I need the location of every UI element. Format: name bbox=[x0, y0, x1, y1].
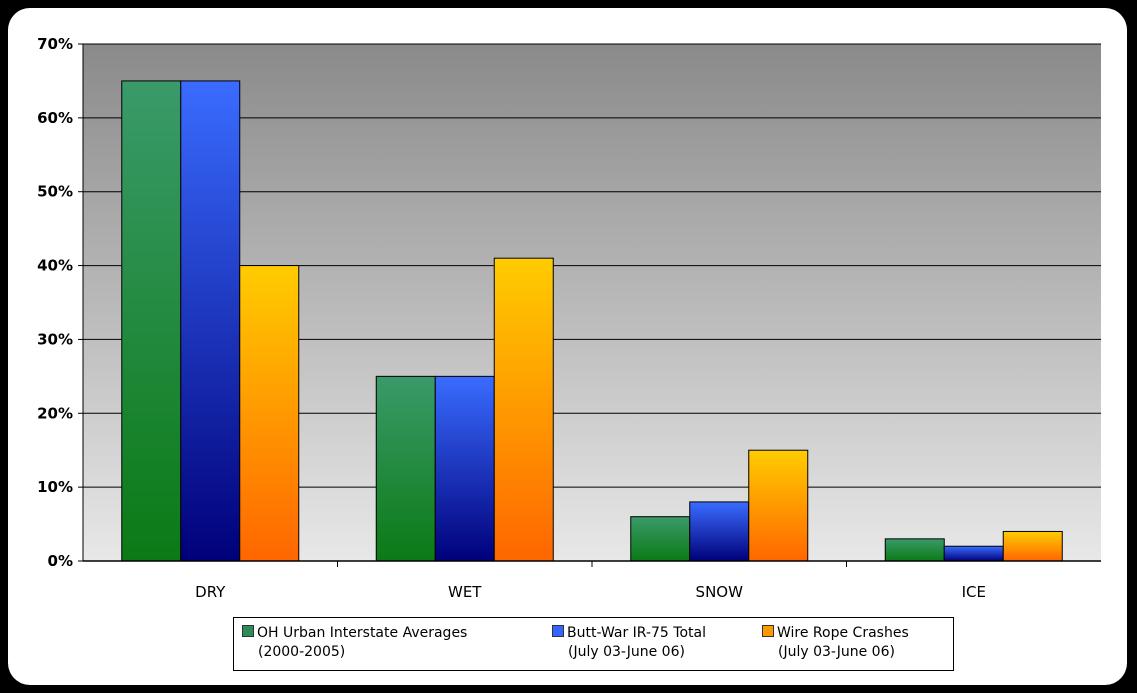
bar-wet-series-3 bbox=[493, 257, 554, 562]
y-tick-label: 40% bbox=[37, 257, 73, 275]
legend-sublabel: (July 03-June 06) bbox=[778, 644, 895, 660]
x-category-label: SNOW bbox=[696, 583, 744, 601]
y-tick-label: 70% bbox=[37, 35, 73, 53]
bars bbox=[121, 80, 1063, 562]
bar-dry-series-1 bbox=[121, 80, 182, 562]
bar-snow-series-2 bbox=[689, 501, 750, 562]
y-tick-labels: 0% 10% 20% 30% 40% 50% 60% 70% bbox=[37, 35, 73, 570]
x-category-labels: DRY WET SNOW ICE bbox=[195, 583, 986, 601]
y-tick-label: 20% bbox=[37, 404, 73, 422]
y-tick-label: 0% bbox=[48, 552, 73, 570]
legend-swatch bbox=[762, 625, 774, 637]
bar-ice-series-1 bbox=[884, 538, 945, 562]
bar-ice-series-2 bbox=[943, 545, 1004, 562]
axes bbox=[78, 43, 1101, 567]
y-tick-label: 50% bbox=[37, 183, 73, 201]
legend-sublabel: (July 03-June 06) bbox=[568, 644, 685, 660]
bar-ice-series-3 bbox=[1002, 530, 1063, 562]
legend-item-butt-war: Butt-War IR-75 Total (July 03-June 06) bbox=[552, 624, 706, 662]
bar-snow-series-1 bbox=[630, 516, 691, 562]
bar-wet-series-1 bbox=[375, 375, 436, 562]
bar-wet-series-2 bbox=[434, 375, 495, 562]
x-category-label: DRY bbox=[195, 583, 226, 601]
bar-dry-series-2 bbox=[180, 80, 241, 562]
legend: OH Urban Interstate Averages (2000-2005)… bbox=[233, 617, 954, 671]
bar-dry-series-3 bbox=[239, 265, 300, 562]
y-tick-label: 10% bbox=[37, 478, 73, 496]
legend-label: Butt-War IR-75 Total bbox=[567, 625, 706, 641]
x-category-label: ICE bbox=[962, 583, 986, 601]
legend-swatch bbox=[552, 625, 564, 637]
legend-item-oh-urban: OH Urban Interstate Averages (2000-2005) bbox=[242, 624, 467, 662]
legend-item-wire-rope: Wire Rope Crashes (July 03-June 06) bbox=[762, 624, 909, 662]
legend-label: OH Urban Interstate Averages bbox=[257, 625, 468, 641]
legend-swatch bbox=[242, 625, 254, 637]
legend-sublabel: (2000-2005) bbox=[258, 644, 346, 660]
y-tick-label: 30% bbox=[37, 330, 73, 348]
x-category-label: WET bbox=[448, 583, 482, 601]
y-tick-label: 60% bbox=[37, 109, 73, 127]
bar-snow-series-3 bbox=[748, 449, 809, 562]
legend-label: Wire Rope Crashes bbox=[777, 625, 909, 641]
